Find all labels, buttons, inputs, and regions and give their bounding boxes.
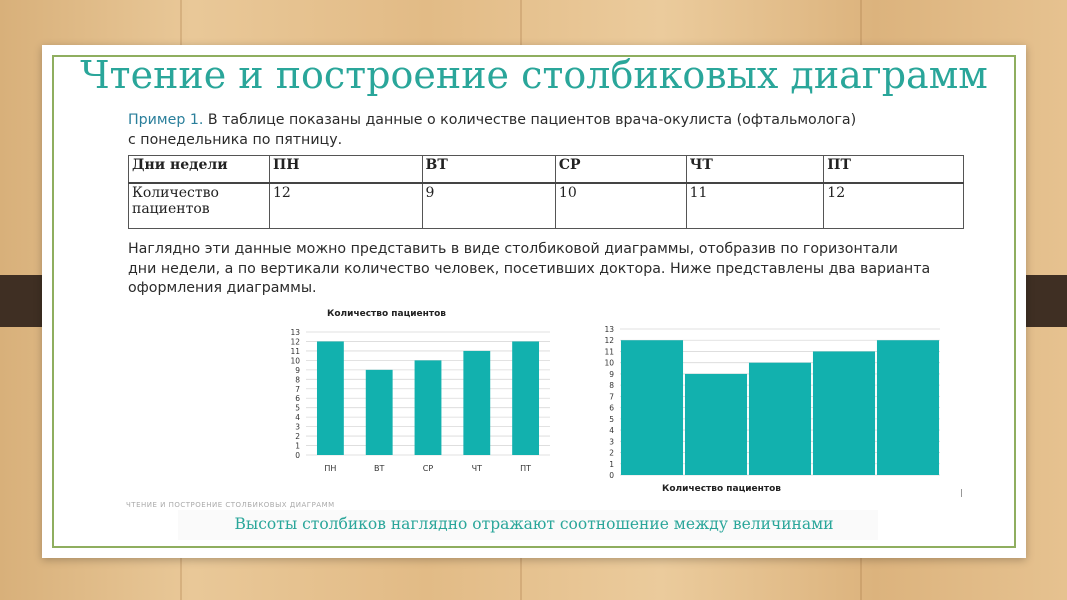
y-tick-label: 6 [295, 394, 300, 403]
y-tick-label: 8 [295, 375, 300, 384]
patients-table: Дни недели ПН ВТ СР ЧТ ПТ Количество пац… [128, 155, 964, 229]
y-tick-label: 0 [295, 451, 300, 460]
slide: Чтение и построение столбиковых диаграмм… [42, 45, 1026, 558]
table-header-label: Дни недели [128, 155, 270, 184]
description-text: Наглядно эти данные можно представить в … [128, 240, 978, 299]
y-tick-label: 13 [290, 328, 300, 337]
y-tick-label: 10 [604, 359, 614, 368]
chart-1-title: Количество пациентов [327, 309, 446, 319]
table-data-row: Количество пациентов 12 9 10 11 12 [128, 182, 964, 229]
x-tick-label: ПН [324, 464, 336, 473]
table-day-cell: ВТ [421, 155, 556, 184]
table-value-cell: 9 [421, 182, 556, 229]
y-tick-label: 9 [609, 370, 614, 379]
y-tick-label: 5 [295, 404, 300, 413]
table-header-row: Дни недели ПН ВТ СР ЧТ ПТ [128, 155, 964, 184]
faint-footer-text: ЧТЕНИЕ И ПОСТРОЕНИЕ СТОЛБИКОВЫХ ДИАГРАММ [126, 501, 335, 509]
y-tick-label: 11 [604, 347, 614, 356]
y-tick-label: 3 [609, 437, 614, 446]
table-value-cell: 12 [823, 182, 964, 229]
y-tick-label: 9 [295, 366, 300, 375]
example-label: Пример 1. [128, 112, 204, 128]
table-value-cell: 11 [685, 182, 825, 229]
intro-line-1: В таблице показаны данные о количестве п… [203, 112, 857, 128]
y-tick-label: 3 [295, 423, 300, 432]
y-tick-label: 4 [609, 426, 614, 435]
bar-ПТ [512, 341, 540, 455]
description-line-2: дни недели, а по вертикали количество че… [128, 260, 931, 277]
bar-СР [414, 360, 442, 455]
y-tick-label: 2 [295, 432, 300, 441]
bar-СР [748, 362, 812, 475]
bar-ВТ [684, 373, 748, 475]
y-tick-label: 0 [609, 471, 614, 480]
intro-line-2: с понедельника по пятницу. [128, 131, 343, 148]
y-tick-label: 11 [290, 347, 300, 356]
bar-ПТ [876, 340, 940, 475]
table-day-cell: ЧТ [685, 155, 825, 184]
bar-ПН [620, 340, 684, 475]
y-tick-label: 1 [609, 460, 614, 469]
description-line-3: оформления диаграммы. [128, 280, 317, 296]
table-row-label: Количество пациентов [128, 182, 270, 229]
y-tick-label: 5 [609, 415, 614, 424]
bar-ЧТ [463, 350, 491, 455]
table-value-cell: 12 [269, 182, 423, 229]
y-tick-label: 4 [295, 413, 300, 422]
x-tick-label: ПТ [520, 464, 531, 473]
intro-text: Пример 1. В таблице показаны данные о ко… [128, 111, 968, 150]
table-value-cell: 10 [554, 182, 687, 229]
tiny-mark: | [960, 488, 963, 497]
y-tick-label: 13 [604, 325, 614, 334]
y-tick-label: 8 [609, 381, 614, 390]
y-tick-label: 2 [609, 449, 614, 458]
y-tick-label: 1 [295, 442, 300, 451]
x-tick-label: ВТ [374, 464, 384, 473]
table-day-cell: СР [554, 155, 687, 184]
table-day-cell: ПН [269, 155, 423, 184]
x-tick-label: СР [423, 464, 434, 473]
table-day-cell: ПТ [823, 155, 964, 184]
chart-2-title: Количество пациентов [662, 484, 781, 494]
caption-band [178, 510, 878, 540]
y-tick-label: 12 [604, 336, 614, 345]
y-tick-label: 10 [290, 356, 300, 365]
slide-caption: Высоты столбиков наглядно отражают соотн… [234, 515, 834, 533]
y-tick-label: 6 [609, 404, 614, 413]
slide-title: Чтение и построение столбиковых диаграмм [80, 53, 988, 97]
description-line-1: Наглядно эти данные можно представить в … [128, 241, 898, 257]
y-tick-label: 12 [290, 337, 300, 346]
bar-ЧТ [812, 351, 876, 475]
y-tick-label: 7 [295, 385, 300, 394]
slide-frame [52, 55, 1016, 548]
x-tick-label: ЧТ [472, 464, 482, 473]
bar-ВТ [365, 369, 393, 455]
bar-ПН [316, 341, 344, 455]
y-tick-label: 7 [609, 392, 614, 401]
